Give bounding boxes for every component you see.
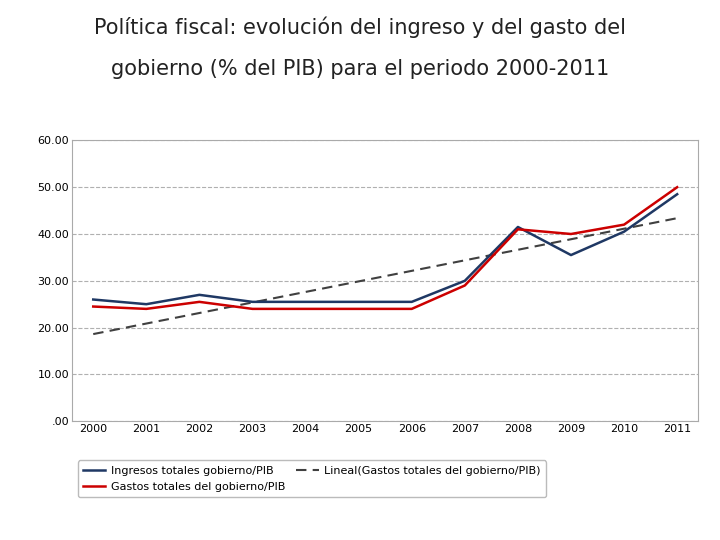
Text: Política fiscal: evolución del ingreso y del gasto del: Política fiscal: evolución del ingreso y…	[94, 16, 626, 38]
Legend: Ingresos totales gobierno/PIB, Gastos totales del gobierno/PIB, Lineal(Gastos to: Ingresos totales gobierno/PIB, Gastos to…	[78, 461, 546, 497]
Text: gobierno (% del PIB) para el periodo 2000-2011: gobierno (% del PIB) para el periodo 200…	[111, 59, 609, 79]
